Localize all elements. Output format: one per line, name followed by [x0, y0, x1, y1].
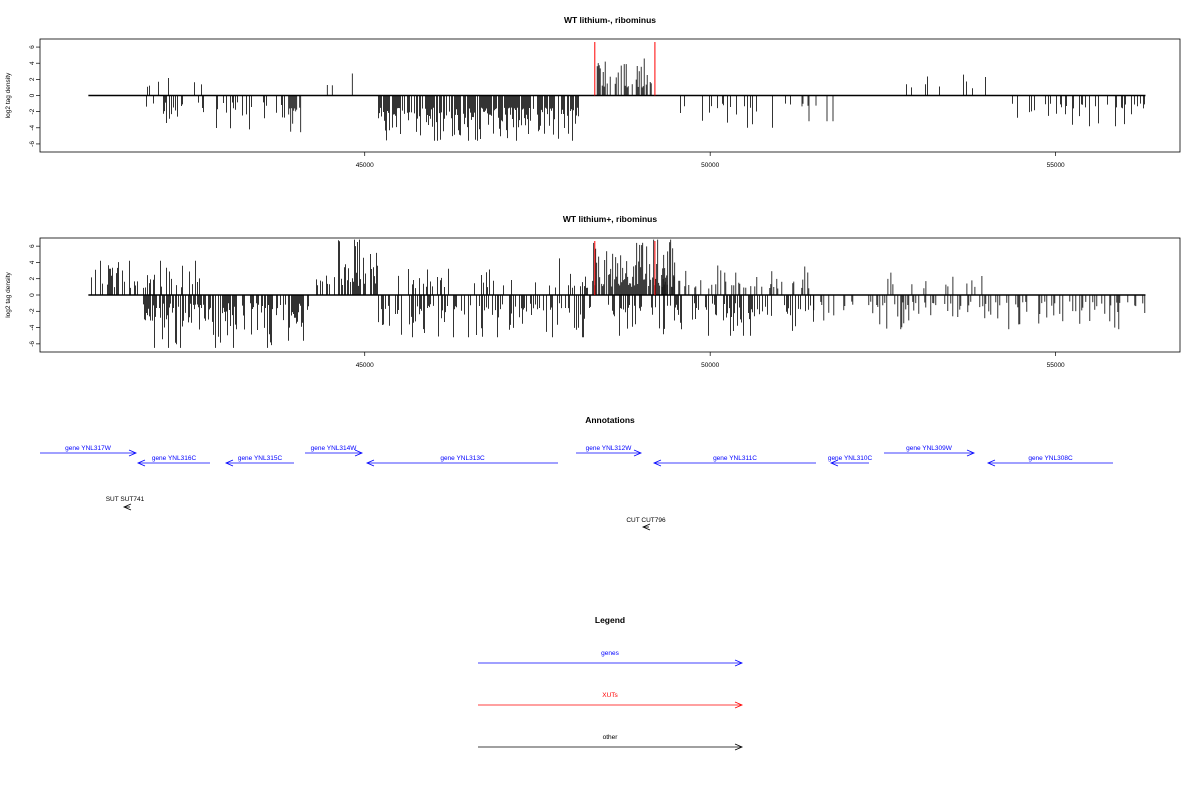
gene-arrow: gene YNL309W	[884, 445, 976, 457]
legend-title: Legend	[595, 615, 625, 625]
annotations-title: Annotations	[585, 415, 635, 425]
y-tick-label: 2	[29, 277, 36, 281]
density-bars	[91, 239, 1146, 348]
other-arrow: CUT CUT796	[626, 517, 666, 531]
y-tick-label: -4	[29, 125, 36, 131]
gene-arrow: gene YNL310C	[828, 455, 873, 467]
legend-items: genes XUTs other	[478, 650, 744, 751]
gene-label: gene YNL315C	[238, 455, 283, 462]
y-tick-label: 6	[29, 45, 36, 49]
arrow-head	[734, 743, 744, 751]
gene-arrow: gene YNL316C	[136, 455, 210, 467]
y-tick-label: 6	[29, 244, 36, 248]
gene-label: gene YNL312W	[586, 445, 633, 452]
legend-item: genes	[478, 650, 744, 667]
x-tick-label: 45000	[356, 162, 374, 169]
arrow-head	[136, 459, 146, 467]
arrow-head	[122, 503, 132, 511]
y-axis: -6 -4 -2 0 2 4 6	[29, 45, 40, 147]
arrow-head	[641, 523, 651, 531]
gene-arrow: gene YNL314W	[305, 445, 364, 457]
y-axis-label: log2 tag density	[5, 72, 12, 118]
other-arrows: SUT SUT741 CUT CUT796	[106, 496, 666, 531]
arrow-head	[986, 459, 996, 467]
gene-label: gene YNL308C	[1028, 455, 1073, 462]
panel-title: WT lithium-, ribominus	[564, 15, 656, 25]
arrow-head	[354, 449, 364, 457]
density-bars	[146, 58, 1145, 141]
gene-label: gene YNL310C	[828, 455, 873, 462]
y-tick-label: 4	[29, 61, 36, 65]
legend-item: XUTs	[478, 692, 744, 709]
gene-arrow: gene YNL315C	[224, 455, 294, 467]
y-tick-label: 0	[29, 293, 36, 297]
gene-label: gene YNL316C	[152, 455, 197, 462]
gene-arrow: gene YNL313C	[365, 455, 558, 467]
gene-label: gene YNL309W	[906, 445, 953, 452]
other-label: SUT SUT741	[106, 496, 145, 503]
arrow-head	[829, 459, 839, 467]
x-tick-label: 55000	[1047, 162, 1065, 169]
y-tick-label: -2	[29, 108, 36, 114]
x-tick-label: 55000	[1047, 362, 1065, 369]
x-tick-label: 50000	[701, 162, 719, 169]
y-tick-label: 4	[29, 260, 36, 264]
y-axis-label: log2 tag density	[5, 271, 12, 317]
legend-label: other	[603, 734, 619, 741]
gene-arrow: gene YNL308C	[986, 455, 1113, 467]
gene-label: gene YNL314W	[311, 445, 358, 452]
legend-item: other	[478, 734, 744, 751]
gene-arrow: gene YNL317W	[40, 445, 138, 457]
track-panel-lithium-minus: WT lithium-, ribominus log2 tag density …	[5, 15, 1181, 169]
y-tick-label: -2	[29, 308, 36, 314]
arrow-head	[633, 449, 643, 457]
gene-arrow: gene YNL312W	[576, 445, 643, 457]
x-tick-label: 45000	[356, 362, 374, 369]
y-axis: -6 -4 -2 0 2 4 6	[29, 244, 40, 347]
arrow-head	[365, 459, 375, 467]
y-tick-label: -4	[29, 324, 36, 330]
y-tick-label: 2	[29, 77, 36, 81]
legend: Legend genes XUTs other	[478, 615, 744, 751]
arrow-head	[224, 459, 234, 467]
arrow-head	[734, 701, 744, 709]
legend-label: XUTs	[602, 692, 618, 699]
x-axis: 45000 50000 55000	[356, 352, 1065, 369]
arrow-head	[128, 449, 138, 457]
x-tick-label: 50000	[701, 362, 719, 369]
y-tick-label: -6	[29, 141, 36, 147]
y-tick-label: -6	[29, 341, 36, 347]
gene-arrow: gene YNL311C	[652, 455, 816, 467]
panel-title: WT lithium+, ribominus	[563, 214, 657, 224]
gene-arrows: gene YNL317W gene YNL316C gene YNL315C gene…	[40, 445, 1113, 467]
xut-markers	[594, 42, 656, 96]
gene-label: gene YNL311C	[713, 455, 757, 462]
x-axis: 45000 50000 55000	[356, 152, 1065, 169]
arrow-head	[652, 459, 662, 467]
xut-markers	[594, 241, 656, 295]
gene-label: gene YNL317W	[65, 445, 112, 452]
legend-label: genes	[601, 650, 619, 657]
arrow-head	[734, 659, 744, 667]
arrow-head	[966, 449, 976, 457]
track-panel-lithium-plus: WT lithium+, ribominus log2 tag density …	[5, 214, 1181, 369]
other-arrow: SUT SUT741	[106, 496, 145, 511]
gene-label: gene YNL313C	[440, 455, 485, 462]
y-tick-label: 0	[29, 93, 36, 97]
other-label: CUT CUT796	[626, 517, 666, 524]
